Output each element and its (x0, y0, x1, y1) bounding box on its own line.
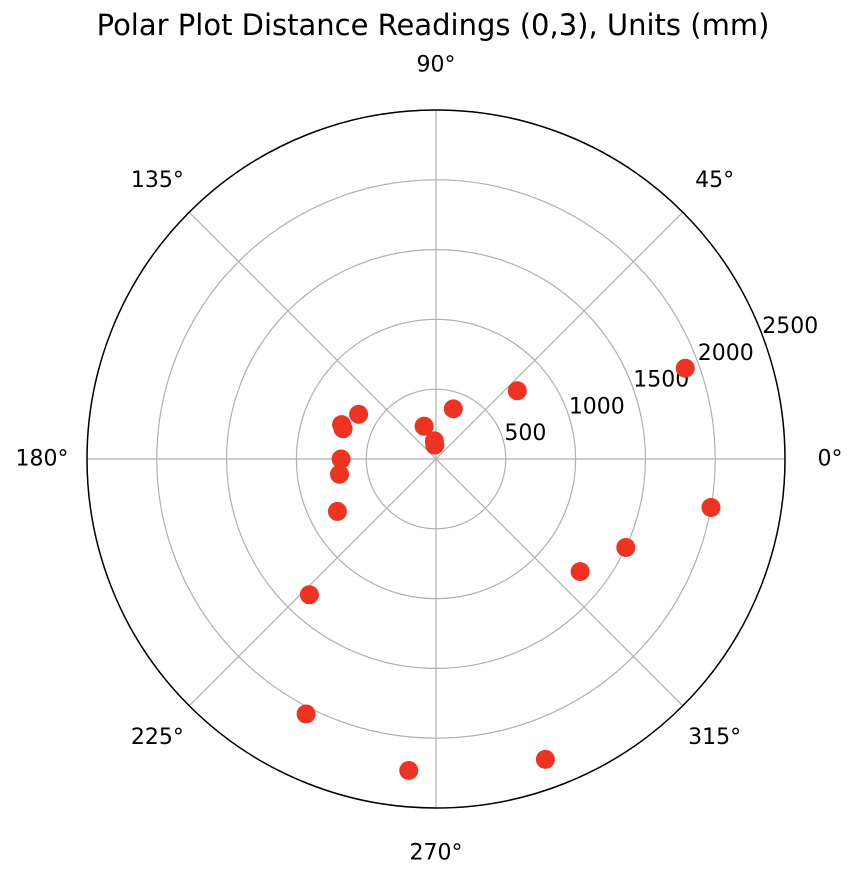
data-point (507, 381, 527, 401)
angular-gridline-45 (435, 211, 684, 460)
data-point (535, 749, 555, 769)
data-point (443, 399, 463, 419)
angular-gridline-135 (188, 211, 437, 460)
data-point (329, 464, 349, 484)
angle-tick-label: 0° (818, 447, 843, 472)
angle-tick-label: 225° (131, 725, 184, 750)
angular-grid (87, 110, 785, 808)
data-point (701, 497, 721, 517)
data-point (331, 449, 351, 469)
data-point (399, 761, 419, 781)
data-point (675, 358, 695, 378)
angular-gridline-225 (188, 458, 437, 707)
polar-frame (86, 109, 786, 809)
data-point (296, 704, 316, 724)
radial-tick-label: 2500 (762, 314, 818, 339)
angle-tick-label: 45° (695, 168, 734, 193)
angle-tick-label: 135° (131, 168, 184, 193)
angle-tick-label: 180° (16, 447, 69, 472)
data-point (616, 537, 636, 557)
data-point (425, 435, 445, 455)
angular-gridline-315 (435, 458, 684, 707)
data-point (299, 585, 319, 605)
chart-title: Polar Plot Distance Readings (0,3), Unit… (96, 8, 770, 42)
radial-tick-label: 2000 (698, 341, 754, 366)
angle-tick-label: 315° (688, 725, 741, 750)
angle-tick-labels: 0° 45° 90° 135° 180° 225° 270° 315° (16, 53, 843, 866)
data-point (570, 562, 590, 582)
data-point (349, 404, 369, 424)
angle-tick-label: 270° (410, 841, 463, 866)
radial-tick-label: 500 (504, 421, 546, 446)
data-point (414, 416, 434, 436)
data-point (333, 419, 353, 439)
data-point (327, 501, 347, 521)
angle-tick-label: 90° (417, 53, 456, 78)
data-points (296, 358, 721, 781)
radial-tick-label: 1000 (569, 394, 625, 419)
